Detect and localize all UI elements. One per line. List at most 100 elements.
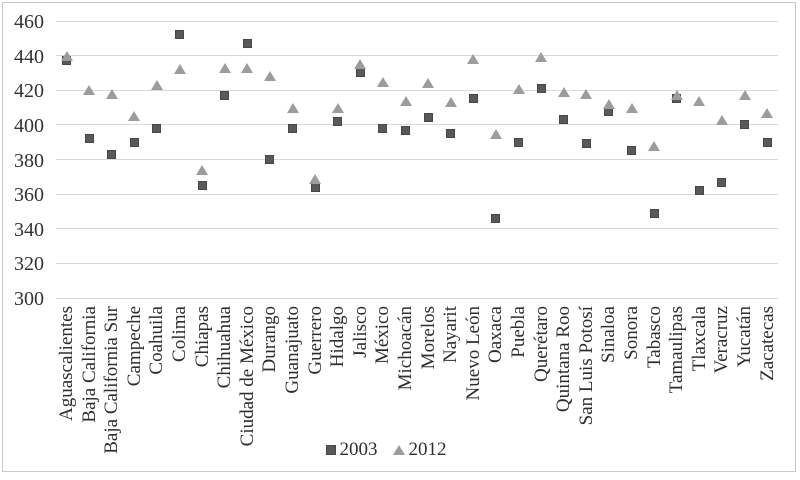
y-tick-label-440: 440 [14, 45, 44, 68]
x-axis-label-puebla: Puebla [508, 306, 529, 358]
point-2003-ciudad-de-méxico [242, 39, 252, 48]
x-axis-label-sonora: Sonora [621, 306, 642, 360]
x-axis-label-sinaloa: Sinaloa [598, 306, 620, 363]
point-2003-chiapas [197, 180, 207, 190]
x-axis-label-méxico: México [372, 306, 394, 365]
x-axis-label-guerrero: Guerrero [304, 306, 326, 375]
point-2003-yucatán [740, 120, 749, 130]
point-2003-nuevo-león [468, 94, 478, 104]
point-2012-méxico [376, 76, 389, 87]
point-2003-baja-california-sur [107, 149, 117, 159]
point-2012-jalisco [354, 59, 367, 70]
y-tick-label-420: 420 [14, 80, 44, 103]
x-axis-label-colima: Colima [169, 306, 190, 362]
x-axis-label-michoacán: Michoacán [395, 306, 416, 391]
y-gridline-440 [56, 55, 778, 57]
point-2003-sonora [627, 146, 636, 156]
point-2012-sonora [625, 102, 638, 113]
x-axis-label-yucatán: Yucatán [734, 306, 755, 368]
point-2003-guerrero [310, 182, 320, 192]
x-axis-label-jalisco: Jalisco [349, 306, 371, 358]
x-axis-label-ciudad-de-méxico: Ciudad de México [236, 306, 258, 447]
point-2012-colima [173, 64, 186, 75]
x-axis-label-chiapas: Chiapas [191, 306, 213, 368]
point-2012-coahuila [150, 80, 163, 91]
y-gridline-380 [56, 159, 778, 160]
legend-item-2003: 2003 [325, 439, 378, 461]
point-2003-tabasco [649, 208, 659, 218]
point-2003-hidalgo [333, 116, 343, 126]
point-2003-coahuila [152, 123, 162, 133]
legend-triangle-marker-icon [392, 445, 405, 455]
legend-label-2012: 2012 [408, 439, 447, 460]
y-tick-label-320: 320 [14, 253, 44, 276]
point-2012-tlaxcala [693, 95, 706, 106]
point-2012-baja-california-sur [105, 88, 118, 99]
point-2003-quintana-roo [559, 115, 569, 125]
point-2003-méxico [378, 123, 388, 133]
point-2012-tabasco [648, 140, 661, 151]
point-2012-guerrero [309, 173, 322, 184]
x-axis-label-morelos: Morelos [417, 306, 439, 370]
point-2003-colima [175, 30, 184, 40]
point-2012-zacatecas [761, 107, 774, 118]
point-2012-campeche [128, 111, 141, 122]
point-2003-morelos [423, 113, 433, 123]
y-gridline-400 [56, 124, 778, 126]
y-tick-label-300: 300 [14, 288, 44, 310]
x-axis-label-coahuila: Coahuila [146, 306, 168, 375]
x-axis-label-durango: Durango [259, 306, 281, 373]
point-2012-chiapas [196, 164, 209, 175]
x-axis-label-quintana-roo: Quintana Roo [553, 306, 575, 413]
point-2003-san-luis-potosí [581, 139, 591, 149]
y-gridline-340 [56, 228, 778, 230]
point-2012-nayarit [444, 97, 457, 108]
y-tick-label-340: 340 [14, 218, 44, 241]
point-2012-sinaloa [602, 99, 615, 110]
y-gridline-320 [56, 262, 778, 264]
point-2012-querétaro [535, 52, 548, 63]
x-axis-label-baja-california-sur: Baja California Sur [101, 306, 123, 454]
y-tick-label-380: 380 [14, 149, 44, 172]
x-axis-label-campeche: Campeche [123, 306, 145, 387]
point-2012-tamaulipas [670, 90, 683, 101]
point-2003-baja-california [84, 134, 94, 144]
chart-legend: 2003 2012 [0, 439, 786, 461]
point-2012-baja-california [83, 85, 96, 96]
point-2003-nayarit [446, 129, 456, 139]
y-gridline-420 [56, 89, 778, 91]
x-axis-label-zacatecas: Zacatecas [756, 306, 778, 381]
point-2003-jalisco [355, 68, 365, 78]
legend-label-2003: 2003 [339, 439, 378, 460]
point-2003-tlaxcala [694, 186, 704, 196]
x-axis-label-tlaxcala: Tlaxcala [688, 306, 710, 372]
chart-border-frame [2, 2, 796, 472]
x-axis-label-san-luis-potosí: San Luis Potosí [575, 306, 597, 426]
point-2012-veracruz [715, 114, 728, 125]
point-2012-san-luis-potosí [580, 88, 593, 99]
point-2003-guanajuato [288, 123, 297, 133]
x-axis-label-oaxaca: Oaxaca [485, 306, 507, 363]
point-2012-guanajuato [286, 102, 299, 113]
point-2012-ciudad-de-méxico [241, 62, 254, 73]
x-axis-label-baja-california: Baja California [78, 306, 100, 423]
point-2003-durango [265, 155, 275, 164]
point-2003-campeche [129, 137, 139, 147]
x-axis-label-nayarit: Nayarit [440, 306, 462, 363]
x-axis-label-querétaro: Querétaro [530, 306, 552, 382]
y-tick-label-460: 460 [14, 11, 44, 33]
legend-square-marker-icon [325, 445, 336, 455]
point-2012-hidalgo [331, 102, 344, 113]
y-gridline-360 [56, 193, 778, 195]
point-2003-oaxaca [491, 213, 501, 223]
y-tick-label-360: 360 [14, 184, 44, 207]
x-axis-label-tabasco: Tabasco [643, 306, 665, 368]
point-2003-michoacán [401, 125, 410, 135]
y-gridline-460 [56, 20, 778, 22]
y-tick-label-400: 400 [14, 114, 44, 137]
point-2003-chihuahua [220, 90, 230, 100]
x-axis-label-nuevo-león: Nuevo León [462, 306, 484, 401]
point-2012-aguascalientes [60, 50, 73, 61]
x-axis-label-guanajuato: Guanajuato [282, 306, 303, 394]
